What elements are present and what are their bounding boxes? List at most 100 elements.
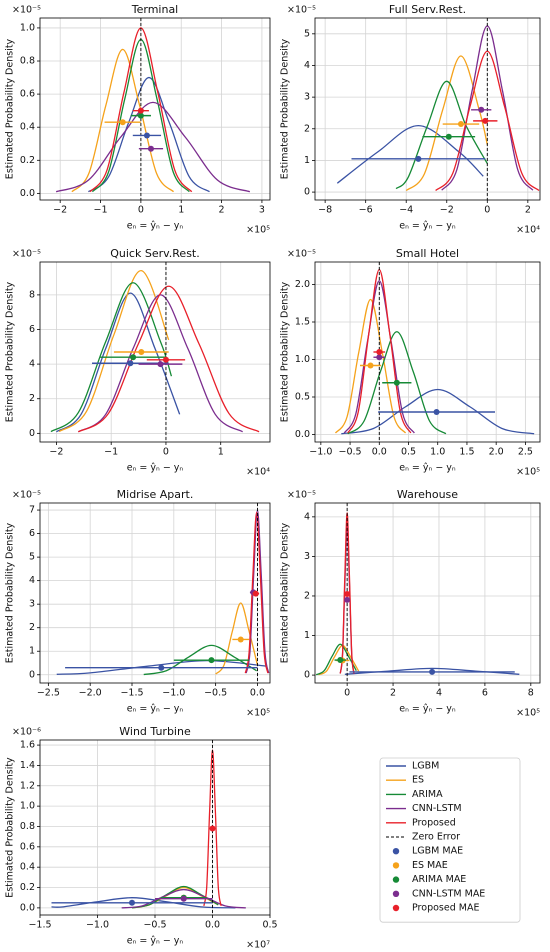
legend-swatch [392, 876, 400, 883]
mae-marker [429, 668, 436, 675]
y-tick-label: 1.6 [20, 740, 35, 751]
x-axis-label: eₙ = ŷₙ − yₙ [399, 704, 456, 715]
mae-marker [137, 112, 144, 119]
mae-marker [158, 664, 165, 671]
y-tick-label: 5 [29, 552, 35, 563]
y-tick-label: 1 [304, 630, 310, 641]
y-tick-label: 3 [304, 551, 310, 562]
x-tick-label: −0.5 [339, 447, 362, 458]
y-tick-label: 1.0 [295, 354, 310, 365]
y-tick-label: 4 [29, 359, 35, 370]
density-curve [343, 280, 415, 434]
x-tick-label: 0 [138, 205, 144, 216]
y-exponent: ×10⁻⁵ [12, 490, 41, 501]
legend-swatch [392, 848, 400, 855]
y-tick-label: 0.8 [20, 56, 35, 67]
panel-title: Midrise Apart. [117, 488, 194, 501]
legend-label: Zero Error [412, 832, 460, 843]
y-tick-label: 0.6 [20, 89, 35, 100]
x-exponent: ×10⁵ [516, 467, 540, 478]
y-tick-label: 0.2 [20, 155, 35, 166]
mae-marker [157, 361, 164, 368]
x-tick-label: −1 [94, 205, 108, 216]
mae-marker [143, 132, 150, 139]
legend-label: ES [412, 775, 424, 786]
y-exponent: ×10⁻⁵ [287, 5, 316, 16]
y-tick-label: 6 [29, 528, 35, 539]
legend-swatch [392, 904, 400, 912]
y-tick-label: 7 [29, 505, 35, 516]
x-axis-label: eₙ = ŷₙ − yₙ [399, 221, 456, 232]
legend-label: ARIMA MAE [412, 874, 466, 885]
y-axis-label: Estimated Probability Density [5, 281, 16, 422]
y-tick-label: 0 [304, 670, 310, 681]
y-tick-label: 1 [304, 155, 310, 166]
y-axis-label: Estimated Probability Density [5, 38, 16, 179]
x-tick-label: 6 [482, 688, 488, 699]
density-curve [56, 292, 181, 433]
x-tick-label: 1.5 [459, 447, 474, 458]
density-curve [50, 282, 173, 433]
x-exponent: ×10⁷ [246, 940, 270, 951]
y-tick-label: 0 [304, 187, 310, 198]
y-tick-label: 1.2 [20, 780, 35, 791]
x-tick-label: −2.0 [79, 688, 102, 699]
plot-frame [39, 261, 271, 443]
y-tick-label: 0.0 [295, 429, 310, 440]
density-curve [315, 643, 357, 676]
y-tick-label: 0.0 [20, 902, 35, 913]
y-tick-label: 1.0 [20, 22, 35, 33]
x-tick-label: 1 [218, 447, 224, 458]
mae-marker [237, 636, 244, 643]
panel-title: Full Serv.Rest. [389, 3, 466, 16]
x-exponent: ×10⁴ [246, 467, 270, 478]
mae-marker [138, 349, 145, 355]
density-curve [77, 285, 260, 433]
mae-marker [478, 106, 485, 113]
y-axis-label: Estimated Probability Density [280, 281, 291, 422]
x-exponent: ×10⁵ [516, 708, 540, 719]
mae-marker [162, 356, 169, 363]
y-tick-label: 1 [29, 646, 35, 657]
mae-marker [433, 409, 440, 415]
density-curve [89, 27, 193, 193]
panel-title: Quick Serv.Rest. [110, 247, 199, 260]
density-curve [71, 48, 175, 193]
mae-marker [147, 145, 154, 152]
density-curve [435, 50, 540, 192]
x-tick-label: −2 [53, 205, 67, 216]
mae-marker [344, 596, 351, 603]
y-tick-label: 4 [29, 575, 35, 586]
x-tick-label: 0 [163, 447, 169, 458]
density-curve [143, 644, 257, 676]
y-exponent: ×10⁻⁵ [287, 490, 316, 501]
x-tick-label: −2 [49, 447, 63, 458]
density-curve [336, 124, 484, 184]
panel-title: Wind Turbine [119, 725, 191, 738]
y-tick-label: 8 [29, 289, 35, 300]
density-curve [405, 55, 488, 192]
density-curve [334, 298, 407, 434]
x-tick-label: −1.0 [309, 447, 332, 458]
mae-marker [337, 657, 344, 664]
plot-marks [50, 262, 260, 442]
x-exponent: ×10⁴ [516, 225, 540, 236]
density-curve [77, 294, 243, 433]
x-tick-label: 0.5 [401, 447, 416, 458]
x-tick-label: 2 [219, 205, 225, 216]
legend-label: ARIMA [412, 789, 443, 800]
mae-marker [393, 379, 400, 386]
y-tick-label: 1.4 [20, 760, 35, 771]
density-curve [51, 897, 236, 909]
plot-frame [314, 261, 541, 443]
x-tick-label: −2.5 [37, 688, 60, 699]
mae-marker [252, 590, 259, 597]
density-curve [56, 659, 266, 675]
x-tick-label: 3 [259, 205, 265, 216]
y-tick-label: 4 [304, 511, 310, 522]
y-tick-label: 0 [29, 669, 35, 680]
x-exponent: ×10⁵ [246, 708, 270, 719]
x-tick-label: 8 [528, 688, 534, 699]
x-tick-label: −6 [359, 205, 373, 216]
